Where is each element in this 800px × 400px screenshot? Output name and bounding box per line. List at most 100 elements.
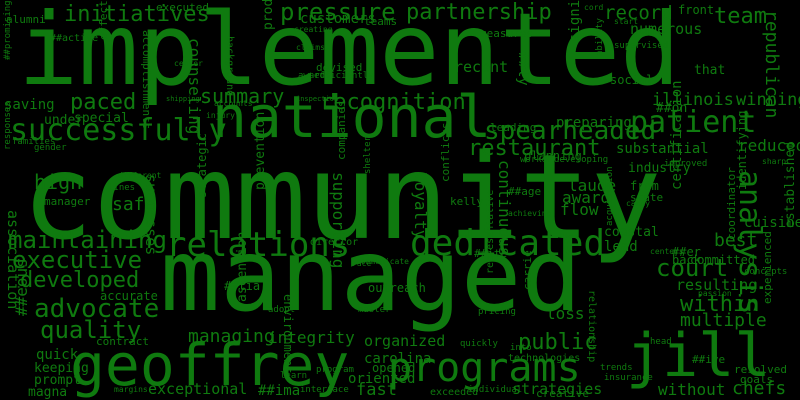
word: loyalty bbox=[411, 172, 430, 240]
word: coastal bbox=[604, 225, 659, 240]
word: multiple bbox=[680, 310, 767, 331]
word: substantial bbox=[616, 141, 709, 157]
word: programs bbox=[388, 345, 581, 391]
word: numerous bbox=[630, 20, 703, 38]
word: safe bbox=[112, 194, 156, 215]
word: preparing bbox=[556, 115, 632, 131]
word: coordinator bbox=[725, 167, 738, 240]
word: republican bbox=[761, 10, 782, 119]
word: cord bbox=[584, 3, 604, 12]
word: committed bbox=[690, 253, 756, 267]
word: prompt bbox=[34, 373, 81, 388]
word: ##ima bbox=[258, 383, 301, 399]
word: award bbox=[562, 188, 611, 207]
word: executive bbox=[12, 246, 143, 274]
word: alumni bbox=[6, 13, 46, 26]
word: patient bbox=[630, 105, 757, 140]
word: maintaining bbox=[8, 226, 167, 254]
word: special bbox=[74, 111, 129, 126]
word: injury bbox=[206, 111, 235, 120]
word: supervised bbox=[614, 41, 669, 51]
word: ##age bbox=[508, 185, 542, 198]
word: accomplishments bbox=[140, 30, 153, 130]
word: record bbox=[604, 2, 673, 24]
word: jill bbox=[626, 321, 771, 391]
word: creating bbox=[294, 25, 333, 34]
word: accounts bbox=[214, 99, 253, 108]
word: best bbox=[714, 230, 758, 251]
word: start bbox=[614, 17, 639, 26]
word: outreach bbox=[368, 281, 426, 295]
word: national bbox=[212, 83, 492, 151]
word: accurate bbox=[100, 289, 158, 303]
word: claims bbox=[296, 43, 325, 52]
word: relations bbox=[166, 225, 351, 265]
word: relationship bbox=[586, 290, 597, 363]
word: managed bbox=[160, 217, 582, 334]
word: integrity bbox=[268, 328, 355, 347]
word: community bbox=[22, 128, 662, 266]
word: achieving bbox=[508, 209, 552, 218]
word: teams bbox=[364, 15, 398, 28]
word: successes bbox=[142, 174, 160, 256]
word: prevention bbox=[253, 111, 268, 190]
word: loss bbox=[546, 304, 585, 323]
word: winning bbox=[736, 90, 800, 110]
word: interface bbox=[300, 385, 349, 395]
word: ##ive bbox=[692, 353, 726, 366]
word: candy bbox=[626, 199, 651, 208]
word: individual bbox=[468, 385, 523, 395]
word: director bbox=[310, 237, 359, 248]
word: significant bbox=[567, 0, 583, 42]
word: kelly bbox=[450, 195, 484, 208]
word: centers bbox=[650, 247, 684, 256]
word: ##active bbox=[50, 33, 99, 44]
word: magna bbox=[28, 385, 68, 400]
word: sharp bbox=[762, 157, 787, 166]
word: fast bbox=[356, 380, 397, 400]
word: saving bbox=[4, 97, 55, 113]
word: laude bbox=[568, 176, 617, 195]
word: organized bbox=[364, 332, 446, 350]
word: gender bbox=[34, 143, 67, 153]
word: geoffrey bbox=[70, 331, 350, 399]
word: families bbox=[12, 137, 56, 147]
word: manager bbox=[44, 195, 91, 208]
word: ##on bbox=[656, 101, 688, 116]
word: under bbox=[44, 113, 84, 128]
word: recent bbox=[454, 58, 509, 76]
word: exceeded bbox=[430, 387, 479, 398]
word: leading bbox=[490, 121, 537, 134]
word: flow bbox=[560, 200, 599, 219]
word: initiatives bbox=[64, 2, 210, 27]
word: program bbox=[316, 365, 354, 375]
word: passion bbox=[698, 289, 732, 298]
word: quickly bbox=[460, 339, 498, 349]
word: ##ite bbox=[474, 247, 508, 260]
word: adopt bbox=[268, 305, 296, 315]
word: developing bbox=[554, 155, 609, 165]
word: quick bbox=[36, 347, 79, 363]
word: effective bbox=[97, 0, 110, 40]
word: court bbox=[656, 254, 729, 282]
word: public bbox=[518, 330, 598, 355]
word: inspection bbox=[296, 95, 339, 103]
word: insurance bbox=[604, 373, 653, 383]
word: keeping bbox=[34, 361, 89, 376]
word: exceptional bbox=[148, 380, 248, 398]
word: pricing bbox=[478, 307, 516, 317]
word: developed bbox=[20, 268, 140, 293]
word: center bbox=[174, 59, 203, 68]
word: within bbox=[680, 292, 760, 317]
word: efficiently bbox=[314, 71, 374, 81]
word: executed bbox=[156, 1, 209, 14]
word: learn bbox=[280, 371, 308, 381]
word: ability bbox=[595, 18, 605, 56]
word: implemented bbox=[18, 0, 681, 108]
word: front bbox=[678, 3, 715, 17]
word: contract bbox=[96, 335, 149, 348]
word: worker bbox=[520, 155, 553, 165]
word: high bbox=[34, 170, 83, 194]
word: reduced bbox=[738, 136, 800, 155]
word: social bbox=[610, 73, 654, 87]
